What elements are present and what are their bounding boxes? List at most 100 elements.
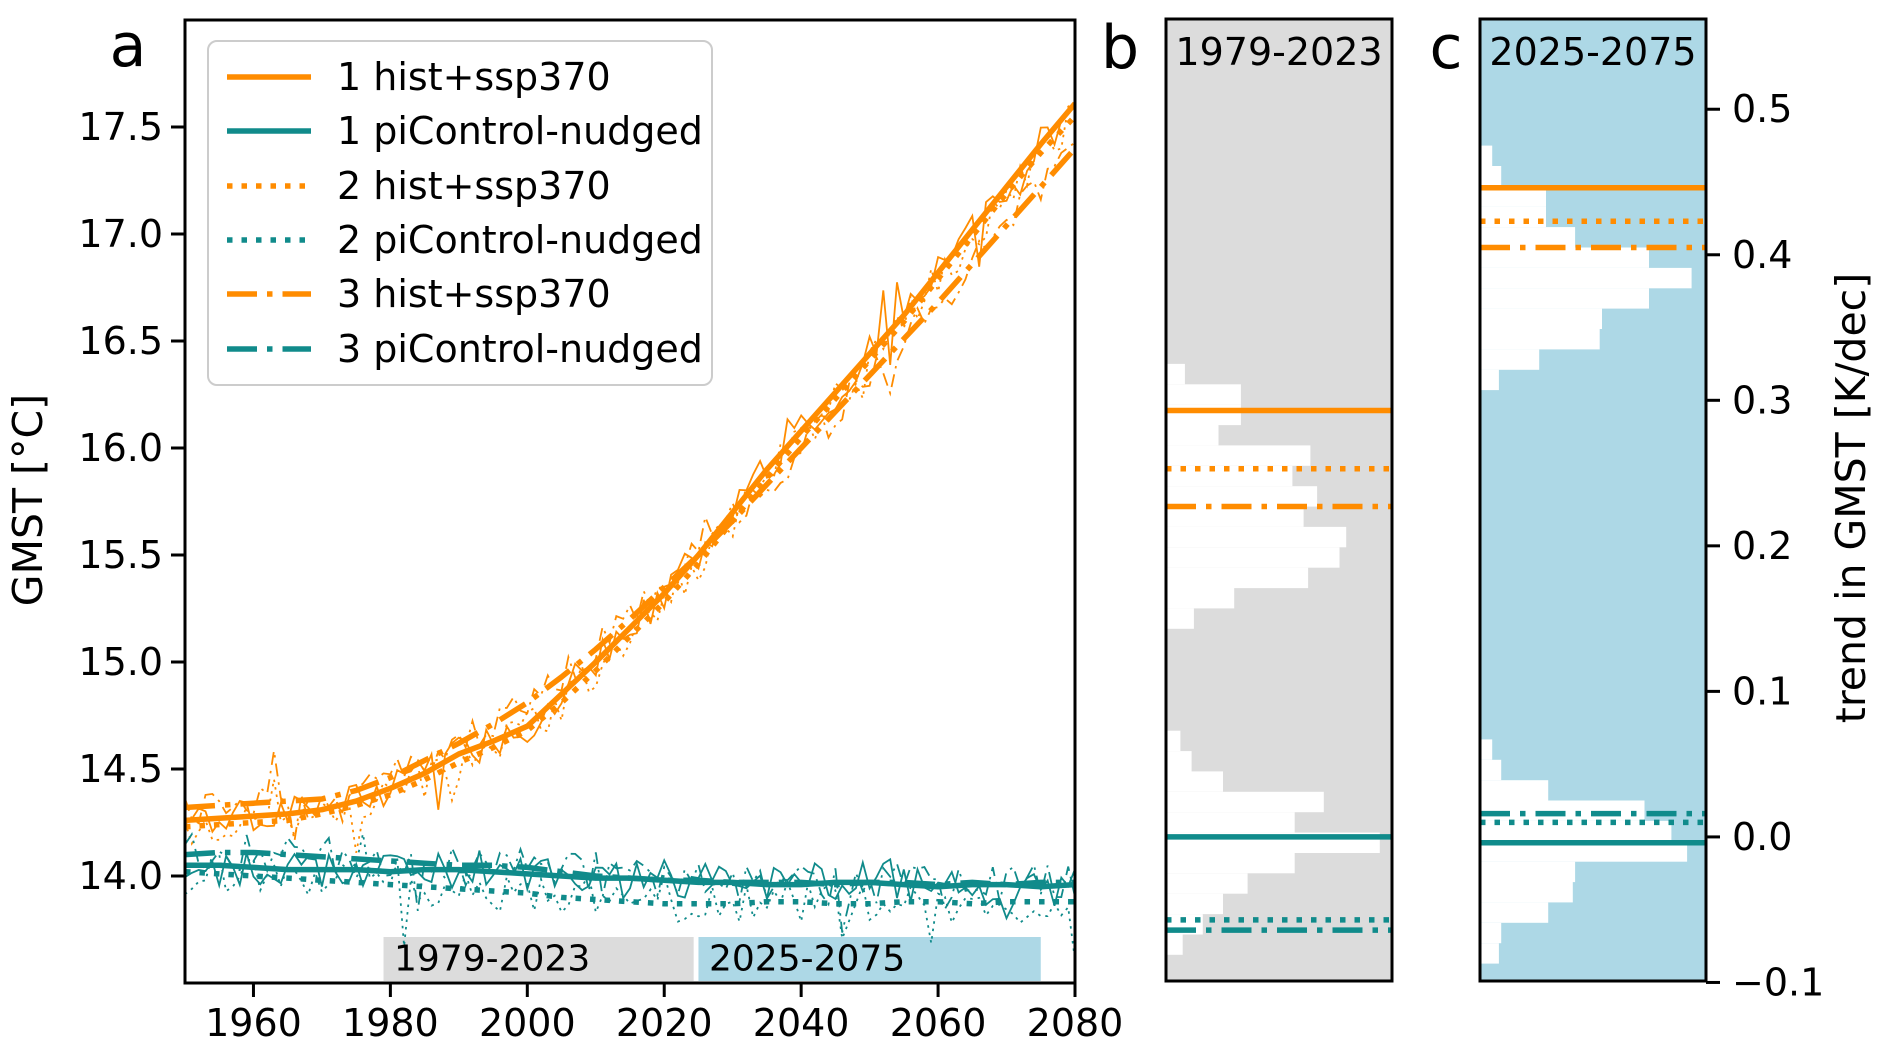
smoothed-line-2-hist+ssp370	[185, 114, 1075, 830]
legend-row: 3 hist+ssp370	[225, 267, 711, 321]
legend-sample-dashdot-orange-icon	[227, 291, 311, 298]
legend-row: 2 piControl-nudged	[225, 213, 711, 267]
histogram-bar	[1167, 445, 1311, 466]
histogram-bar	[1167, 791, 1324, 813]
x-tick-label: 2060	[890, 1001, 987, 1045]
trend-tick-label: 0.2	[1732, 524, 1792, 568]
y-tick-label: 16.0	[78, 426, 163, 470]
legend-row: 1 piControl-nudged	[225, 104, 711, 158]
legend-label: 2 hist+ssp370	[337, 163, 611, 208]
legend-row: 2 hist+ssp370	[225, 159, 711, 213]
histogram-bar	[1167, 608, 1194, 629]
histogram-bar	[1481, 308, 1602, 329]
panel-b-letter: b	[1100, 13, 1140, 83]
x-tick-label: 1960	[205, 1001, 302, 1045]
histogram-bar	[1481, 861, 1576, 883]
histogram-bar	[1481, 882, 1573, 903]
trend-tick-label: 0.0	[1732, 815, 1792, 859]
panel-a-frame	[183, 18, 1077, 985]
legend-row: 3 piControl-nudged	[225, 322, 711, 376]
histogram-bar	[1167, 873, 1248, 894]
legend-label: 1 piControl-nudged	[337, 109, 703, 154]
histogram-bar	[1167, 526, 1347, 548]
histogram-bar	[1481, 739, 1493, 760]
y-tick-label: 17.5	[78, 105, 163, 149]
histogram-bar	[1167, 567, 1309, 589]
legend-label: 3 piControl-nudged	[337, 326, 703, 371]
histogram-bar	[1167, 588, 1235, 609]
histogram-bar	[1481, 820, 1672, 842]
y-tick-label: 14.0	[78, 854, 163, 898]
legend-row: 1 hist+ssp370	[225, 50, 711, 104]
period-band-1	[383, 937, 694, 981]
panel-a-series-group	[185, 101, 1075, 961]
histogram-bar	[1167, 751, 1192, 772]
legend: 1 hist+ssp370 1 piControl-nudged 2 hist+ss…	[207, 40, 713, 386]
period-band-2	[698, 937, 1041, 981]
panel-a-letter: a	[109, 11, 147, 81]
panel-b-frame	[1164, 17, 1394, 983]
histogram-bar	[1481, 349, 1540, 370]
trend-tick-label: 0.1	[1732, 669, 1792, 713]
histogram-bar	[1167, 852, 1295, 874]
histogram-bar	[1167, 893, 1223, 915]
histogram-bar	[1481, 329, 1600, 350]
histogram-bar	[1481, 166, 1502, 187]
histogram-bar	[1481, 800, 1645, 821]
smoothed-line-2-piControl-nudged	[185, 868, 1075, 907]
histogram-bar	[1481, 145, 1493, 166]
annual-line-3-hist+ssp370	[185, 141, 1075, 842]
histogram-bar	[1481, 186, 1546, 207]
period-band-1-label: 1979-2023	[394, 938, 591, 980]
legend-sample-solid-teal-icon	[227, 128, 311, 135]
histogram-bar	[1167, 486, 1318, 507]
x-tick-label: 2040	[753, 1001, 850, 1045]
legend-sample-solid-orange-icon	[227, 74, 311, 80]
histogram-bar	[1481, 227, 1576, 248]
smoothed-line-1-hist+ssp370	[185, 101, 1075, 824]
legend-label: 2 piControl-nudged	[337, 218, 703, 263]
trend-tick-label: −0.1	[1732, 960, 1824, 1004]
y-tick-label: 15.0	[78, 640, 163, 684]
histogram-bar	[1167, 425, 1219, 446]
x-tick-label: 1980	[342, 1001, 439, 1045]
y-tick-label: 15.5	[78, 533, 163, 577]
panel-c-letter: c	[1429, 13, 1463, 83]
panel-b-title: 1979-2023	[1175, 30, 1383, 74]
legend-sample-dashdot-teal-icon	[227, 346, 311, 352]
legend-label: 3 hist+ssp370	[337, 272, 611, 317]
histogram-bar	[1167, 384, 1241, 405]
histogram-bar	[1167, 771, 1223, 792]
trend-tick-label: 0.3	[1732, 378, 1792, 422]
x-tick-label: 2000	[479, 1001, 576, 1045]
trend-tick-label: 0.4	[1732, 233, 1792, 277]
histogram-bar	[1481, 288, 1649, 309]
y-tick-label: 17.0	[78, 212, 163, 256]
histogram-bar	[1167, 363, 1185, 385]
histogram-bar	[1481, 780, 1549, 801]
histogram-bar	[1481, 922, 1502, 944]
x-tick-label: 2080	[1027, 1001, 1124, 1045]
y-tick-label: 14.5	[78, 747, 163, 791]
histogram-bar	[1481, 841, 1688, 862]
histogram-bar	[1481, 759, 1502, 781]
histogram-bar	[1481, 943, 1499, 964]
histogram-bar	[1167, 547, 1340, 568]
histogram-bar	[1481, 369, 1499, 391]
trend-tick-label: 0.5	[1732, 87, 1792, 131]
smoothed-line-3-piControl-nudged	[185, 849, 1075, 888]
histogram-bar	[1167, 730, 1181, 752]
x-tick-label: 2020	[616, 1001, 713, 1045]
histogram-bar	[1481, 902, 1549, 923]
legend-label: 1 hist+ssp370	[337, 55, 611, 100]
histogram-bar	[1167, 934, 1183, 955]
y-axis-label-right: trend in GMST [K/dec]	[1827, 272, 1875, 724]
y-axis-label-left: GMST [°C]	[4, 393, 52, 607]
panel-c-frame	[1478, 17, 1708, 983]
annual-line-2-hist+ssp370	[185, 101, 1075, 853]
y-tick-label: 16.5	[78, 319, 163, 363]
annual-line-3-piControl-nudged	[185, 831, 1075, 933]
histogram-bar	[1481, 247, 1649, 268]
histogram-bar	[1167, 506, 1304, 527]
